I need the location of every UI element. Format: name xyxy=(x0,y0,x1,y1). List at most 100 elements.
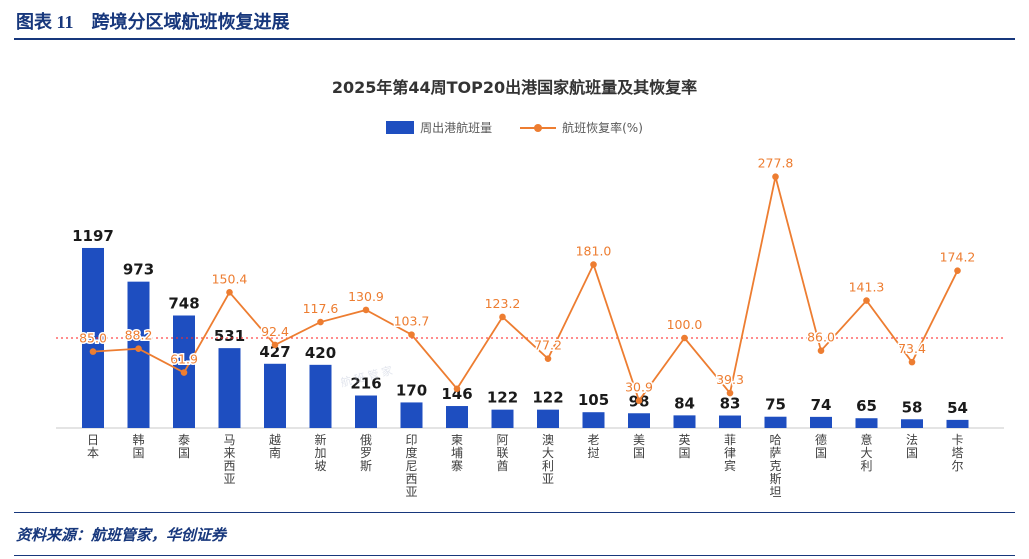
line-series-swatch xyxy=(520,123,557,132)
bar-value-label: 75 xyxy=(765,396,786,414)
bar-value-label: 748 xyxy=(168,295,199,313)
recovery-value-label: 88.2 xyxy=(125,328,153,343)
recovery-value-label: 77.2 xyxy=(534,338,562,353)
bar-value-label: 122 xyxy=(532,389,563,407)
recovery-point xyxy=(180,369,188,376)
category-label: 德国 xyxy=(815,432,827,460)
recovery-value-label: 61.9 xyxy=(170,352,198,367)
bar-series: 1197973748531427420216170146122122105988… xyxy=(72,227,969,428)
combo-chart-plot: 1197973748531427420216170146122122105988… xyxy=(56,154,1004,499)
recovery-value-label: 181.0 xyxy=(576,244,612,259)
bar xyxy=(264,363,286,428)
recovery-value-label: 86.0 xyxy=(807,330,835,345)
category-label: 英国 xyxy=(678,433,690,460)
recovery-point xyxy=(544,355,552,362)
recovery-point xyxy=(681,334,688,342)
category-label: 哈萨克斯坦 xyxy=(769,433,781,499)
category-label: 柬埔寨 xyxy=(451,433,463,473)
bar-value-label: 65 xyxy=(856,397,877,415)
bar-value-label: 83 xyxy=(720,395,741,413)
bar xyxy=(491,409,514,428)
bar xyxy=(764,416,787,428)
category-label: 卡塔尔 xyxy=(951,433,963,473)
recovery-value-label: 130.9 xyxy=(348,289,384,304)
category-label: 老挝 xyxy=(587,433,599,460)
category-label: 印度尼西亚 xyxy=(405,433,417,499)
category-label: 法国 xyxy=(906,433,918,460)
recovery-value-label: 100.0 xyxy=(667,317,703,332)
bar xyxy=(901,419,923,428)
recovery-point xyxy=(135,345,142,353)
bar xyxy=(309,364,332,428)
bar-series-swatch xyxy=(386,121,415,134)
legend-item-line: 航班恢复率(%) xyxy=(520,119,643,136)
line-series-dot xyxy=(534,123,543,132)
figure-title: 跨境分区域航班恢复进展 xyxy=(91,12,290,32)
category-axis-labels: 日本 韩国 泰国 马来西亚 越南 新加坡 俄罗斯 印度尼西亚 柬埔寨 阿联酋 澳大利亚 老挝 美国 英国 菲… xyxy=(87,432,964,499)
recovery-value-label: 117.6 xyxy=(303,301,339,316)
bar xyxy=(582,412,605,428)
bar-value-label: 146 xyxy=(441,385,472,403)
recovery-point xyxy=(908,358,916,366)
category-label: 韩国 xyxy=(132,432,144,460)
category-label: 意大利 xyxy=(860,432,872,473)
recovery-value-label: 92.4 xyxy=(261,324,289,339)
bar-value-label: 84 xyxy=(674,394,695,412)
footer-divider-top xyxy=(14,512,1015,513)
category-label: 菲律宾 xyxy=(724,433,736,473)
bar-value-label: 420 xyxy=(305,344,336,362)
legend-label-bars: 周出港航班量 xyxy=(420,121,493,135)
recovery-point xyxy=(271,341,279,349)
bar-value-label: 54 xyxy=(947,399,968,417)
bar-value-label: 216 xyxy=(350,375,381,393)
recovery-value-label: 174.2 xyxy=(940,250,976,265)
recovery-value-label: 150.4 xyxy=(212,271,248,286)
recovery-point xyxy=(499,313,506,321)
recovery-line xyxy=(92,176,959,403)
recovery-value-label: 85.0 xyxy=(79,331,107,346)
recovery-point xyxy=(317,318,324,326)
bar-value-label: 122 xyxy=(487,389,518,407)
bar xyxy=(719,415,741,428)
recovery-value-label: 277.8 xyxy=(758,156,794,171)
category-label: 越南 xyxy=(269,433,281,460)
recovery-point xyxy=(635,397,643,404)
bar xyxy=(400,402,423,428)
bar xyxy=(946,419,969,428)
bar-value-label: 973 xyxy=(123,261,154,279)
category-label: 日本 xyxy=(87,433,99,460)
recovery-point xyxy=(362,306,370,314)
category-label: 俄罗斯 xyxy=(360,433,372,473)
figure-label: 图表 11 xyxy=(16,12,74,32)
bar-value-label: 105 xyxy=(578,391,609,409)
footer-divider-bottom xyxy=(14,555,1015,556)
bar-value-label: 427 xyxy=(259,343,290,361)
category-label: 马来西亚 xyxy=(223,433,235,486)
recovery-point xyxy=(89,348,97,355)
recovery-value-label: 30.9 xyxy=(625,380,653,395)
bar xyxy=(127,281,150,428)
bar-value-label: 58 xyxy=(902,398,923,416)
bar xyxy=(673,415,696,428)
bar-value-label: 74 xyxy=(811,396,832,414)
bar-value-label: 170 xyxy=(396,381,427,399)
bar xyxy=(355,395,377,428)
chart-legend: 周出港航班量 航班恢复率(%) xyxy=(0,119,1029,136)
chart-title: 2025年第44周TOP20出港国家航班量及其恢复率 xyxy=(331,78,698,97)
category-label: 新加坡 xyxy=(314,432,326,473)
recovery-point xyxy=(817,347,825,354)
recovery-value-label: 141.3 xyxy=(849,280,885,295)
bar xyxy=(446,406,468,428)
recovery-value-label: 123.2 xyxy=(485,296,521,311)
recovery-value-label: 103.7 xyxy=(394,314,430,329)
recovery-point xyxy=(726,389,734,397)
bar xyxy=(218,348,241,428)
recovery-point xyxy=(453,385,461,393)
bar-value-label: 531 xyxy=(214,327,245,345)
category-label: 澳大利亚 xyxy=(542,433,554,486)
bar xyxy=(810,416,832,428)
bar xyxy=(855,418,878,428)
figure-header: 图表 11 跨境分区域航班恢复进展 xyxy=(16,8,290,34)
recovery-point xyxy=(226,288,233,296)
